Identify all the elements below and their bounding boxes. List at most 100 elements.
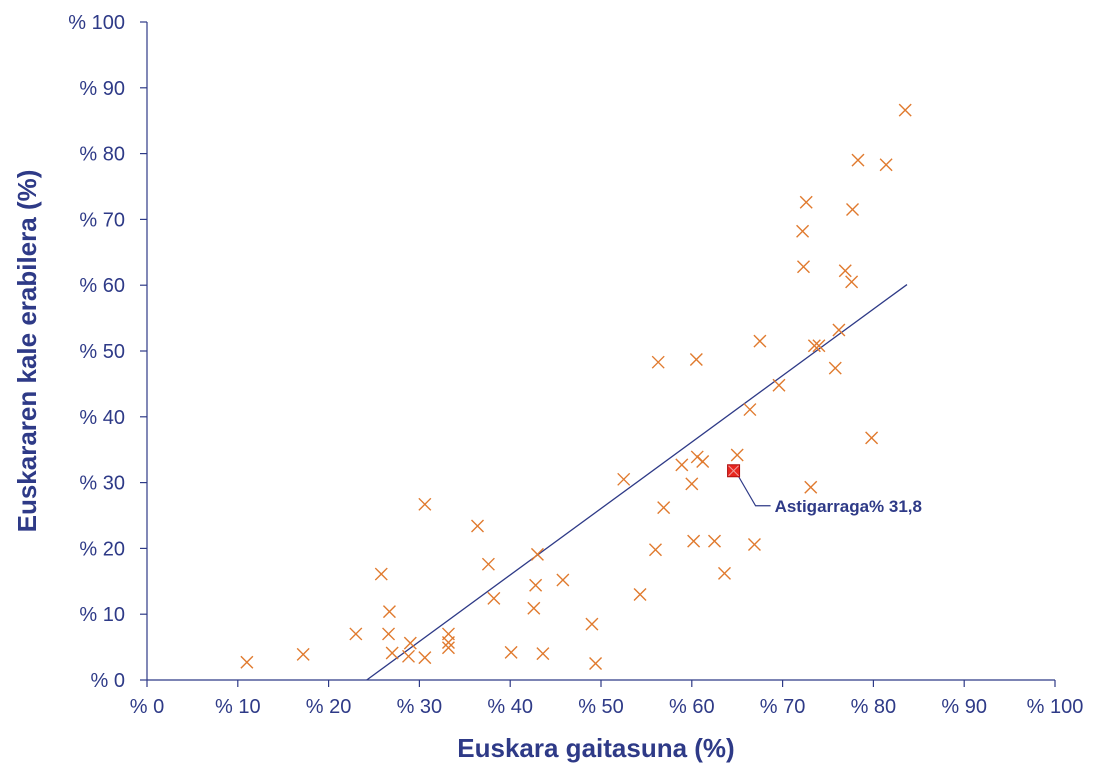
data-point xyxy=(898,103,912,117)
data-point-stroke xyxy=(648,543,662,557)
data-point-stroke xyxy=(385,646,399,660)
data-point-stroke xyxy=(804,480,818,494)
x-tick-label: % 0 xyxy=(130,696,164,718)
x-tick-label: % 90 xyxy=(941,696,987,718)
data-point xyxy=(418,497,432,511)
data-point xyxy=(717,566,731,580)
data-point xyxy=(865,431,879,445)
data-point xyxy=(529,578,543,592)
data-point xyxy=(385,646,399,660)
data-point xyxy=(838,264,852,278)
data-point xyxy=(382,605,396,619)
data-point-stroke xyxy=(832,323,846,337)
data-point xyxy=(617,472,631,486)
data-point xyxy=(374,567,388,581)
data-point-stroke xyxy=(708,534,721,548)
data-point-stroke xyxy=(689,353,703,367)
x-tick-label: % 80 xyxy=(851,696,897,718)
data-point xyxy=(730,448,744,462)
data-point xyxy=(812,339,826,353)
data-point xyxy=(504,645,518,659)
y-tick-label: % 50 xyxy=(79,341,125,363)
x-tick-label: % 20 xyxy=(306,696,352,718)
data-point-stroke xyxy=(527,601,541,615)
data-point xyxy=(441,635,455,649)
data-point-stroke xyxy=(898,103,912,117)
data-points xyxy=(240,103,912,671)
data-point xyxy=(846,203,860,217)
data-point-stroke xyxy=(556,573,570,587)
data-point-stroke xyxy=(633,587,647,601)
data-point xyxy=(418,651,432,665)
data-point xyxy=(481,557,495,571)
data-point-stroke xyxy=(879,158,893,172)
y-tick-label: % 40 xyxy=(79,407,125,429)
data-point-stroke xyxy=(657,501,671,515)
y-tick-label: % 90 xyxy=(79,78,125,100)
data-point xyxy=(657,501,671,515)
data-point xyxy=(807,339,821,353)
data-point xyxy=(296,647,310,661)
data-point-stroke xyxy=(536,647,550,661)
x-tick-label: % 30 xyxy=(397,696,443,718)
x-tick-label: % 100 xyxy=(1027,696,1084,718)
data-point-stroke xyxy=(730,448,744,462)
data-point-stroke xyxy=(504,645,518,659)
data-point-stroke xyxy=(772,378,786,392)
data-point-stroke xyxy=(743,403,757,417)
x-tick-label: % 70 xyxy=(760,696,806,718)
data-point xyxy=(832,323,846,337)
data-point xyxy=(828,361,842,375)
x-tick-label: % 50 xyxy=(578,696,624,718)
data-point xyxy=(589,657,603,671)
x-tick-label: % 40 xyxy=(487,696,533,718)
data-point xyxy=(772,378,786,392)
data-point-stroke xyxy=(418,651,432,665)
data-point xyxy=(796,224,810,238)
data-point xyxy=(403,636,417,650)
data-point xyxy=(879,158,893,172)
data-point xyxy=(530,547,544,561)
data-point-stroke xyxy=(828,361,842,375)
data-point-stroke xyxy=(685,477,699,491)
trendline-group xyxy=(366,284,908,681)
data-point-stroke xyxy=(675,458,689,472)
data-point-stroke xyxy=(529,578,543,592)
data-point-stroke xyxy=(717,566,731,580)
data-point-stroke xyxy=(374,567,388,581)
data-point xyxy=(685,477,699,491)
data-point xyxy=(487,591,501,605)
data-point-stroke xyxy=(747,537,761,551)
data-point-stroke xyxy=(865,431,879,445)
data-point xyxy=(633,587,647,601)
x-axis: % 0 % 10 % 20 % 30 % 40 % 50 % 60 % 70 % 80 % 90%… xyxy=(130,679,1084,718)
y-tick-label: % 30 xyxy=(79,473,125,495)
data-point-stroke xyxy=(846,203,860,217)
data-point xyxy=(240,655,254,669)
data-point xyxy=(696,455,710,469)
data-point xyxy=(753,334,767,348)
data-point xyxy=(382,627,396,641)
data-point-stroke xyxy=(530,547,544,561)
data-point xyxy=(845,275,859,289)
data-point xyxy=(402,649,415,663)
y-tick-label: % 10 xyxy=(79,604,125,626)
highlight-group: Astigarraga% 31,8 xyxy=(727,464,922,516)
x-tick-label: % 10 xyxy=(215,696,261,718)
data-point-stroke xyxy=(585,617,599,631)
data-point-stroke xyxy=(481,557,495,571)
data-point-stroke xyxy=(418,497,432,511)
data-point xyxy=(743,403,757,417)
highlight-label: Astigarraga% 31,8 xyxy=(775,497,922,516)
y-tick-label: % 60 xyxy=(79,275,125,297)
data-point-stroke xyxy=(796,224,810,238)
data-point xyxy=(536,647,550,661)
y-tick-label: % 70 xyxy=(79,209,125,231)
y-tick-label: % 20 xyxy=(79,538,125,560)
data-point-stroke xyxy=(296,647,310,661)
data-point-stroke xyxy=(240,655,254,669)
highlight-point-mark xyxy=(728,465,739,477)
data-point xyxy=(687,534,701,548)
data-point-stroke xyxy=(845,275,859,289)
data-point-stroke xyxy=(796,260,810,274)
